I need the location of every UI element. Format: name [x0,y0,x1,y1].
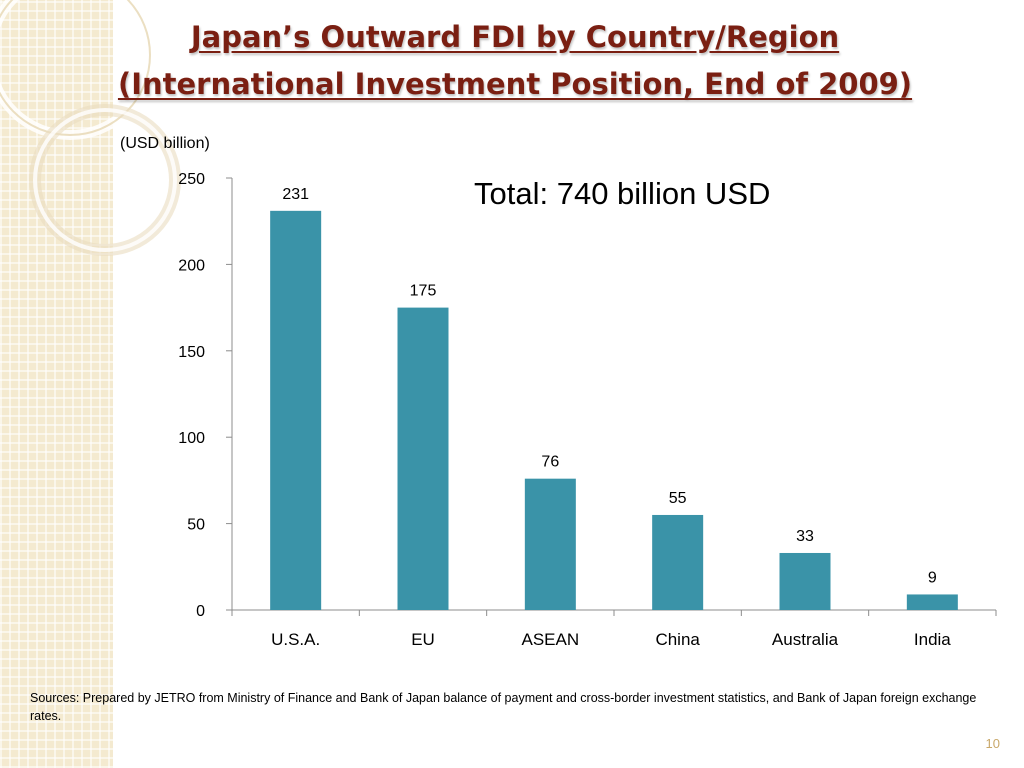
bar-asean [524,478,576,610]
bar-china [652,514,704,610]
y-tick-label: 100 [178,430,205,447]
y-tick-label: 0 [196,603,205,620]
x-category-label: India [914,630,951,649]
y-tick-label: 150 [178,344,205,361]
page-number: 10 [985,736,1000,751]
data-label: 55 [669,490,687,507]
data-label: 33 [796,528,814,545]
x-category-label: U.S.A. [271,630,320,649]
bar-eu [397,307,449,610]
bar-australia [779,552,831,610]
y-tick-label: 50 [187,517,205,534]
x-category-label: Australia [772,630,839,649]
y-tick-label: 200 [178,257,205,274]
slide-title-line-2: (International Investment Position, End … [117,67,913,101]
decorative-circles [0,0,181,256]
y-axis-unit-label: (USD billion) [120,135,210,152]
total-annotation: Total: 740 billion USD [474,176,771,211]
x-category-label: EU [411,630,435,649]
sources-note: Sources: Prepared by JETRO from Ministry… [30,691,977,723]
x-category-label: ASEAN [522,630,580,649]
bar-india [906,594,958,610]
x-category-label: China [655,630,700,649]
slide-title-line-1: Japan’s Outward FDI by Country/Region [190,20,840,54]
y-tick-label: 250 [178,171,205,188]
data-label: 76 [541,454,559,471]
data-label: 231 [282,186,309,203]
bar-u-s-a [270,210,322,610]
data-label: 175 [410,283,437,300]
data-label: 9 [928,569,937,586]
